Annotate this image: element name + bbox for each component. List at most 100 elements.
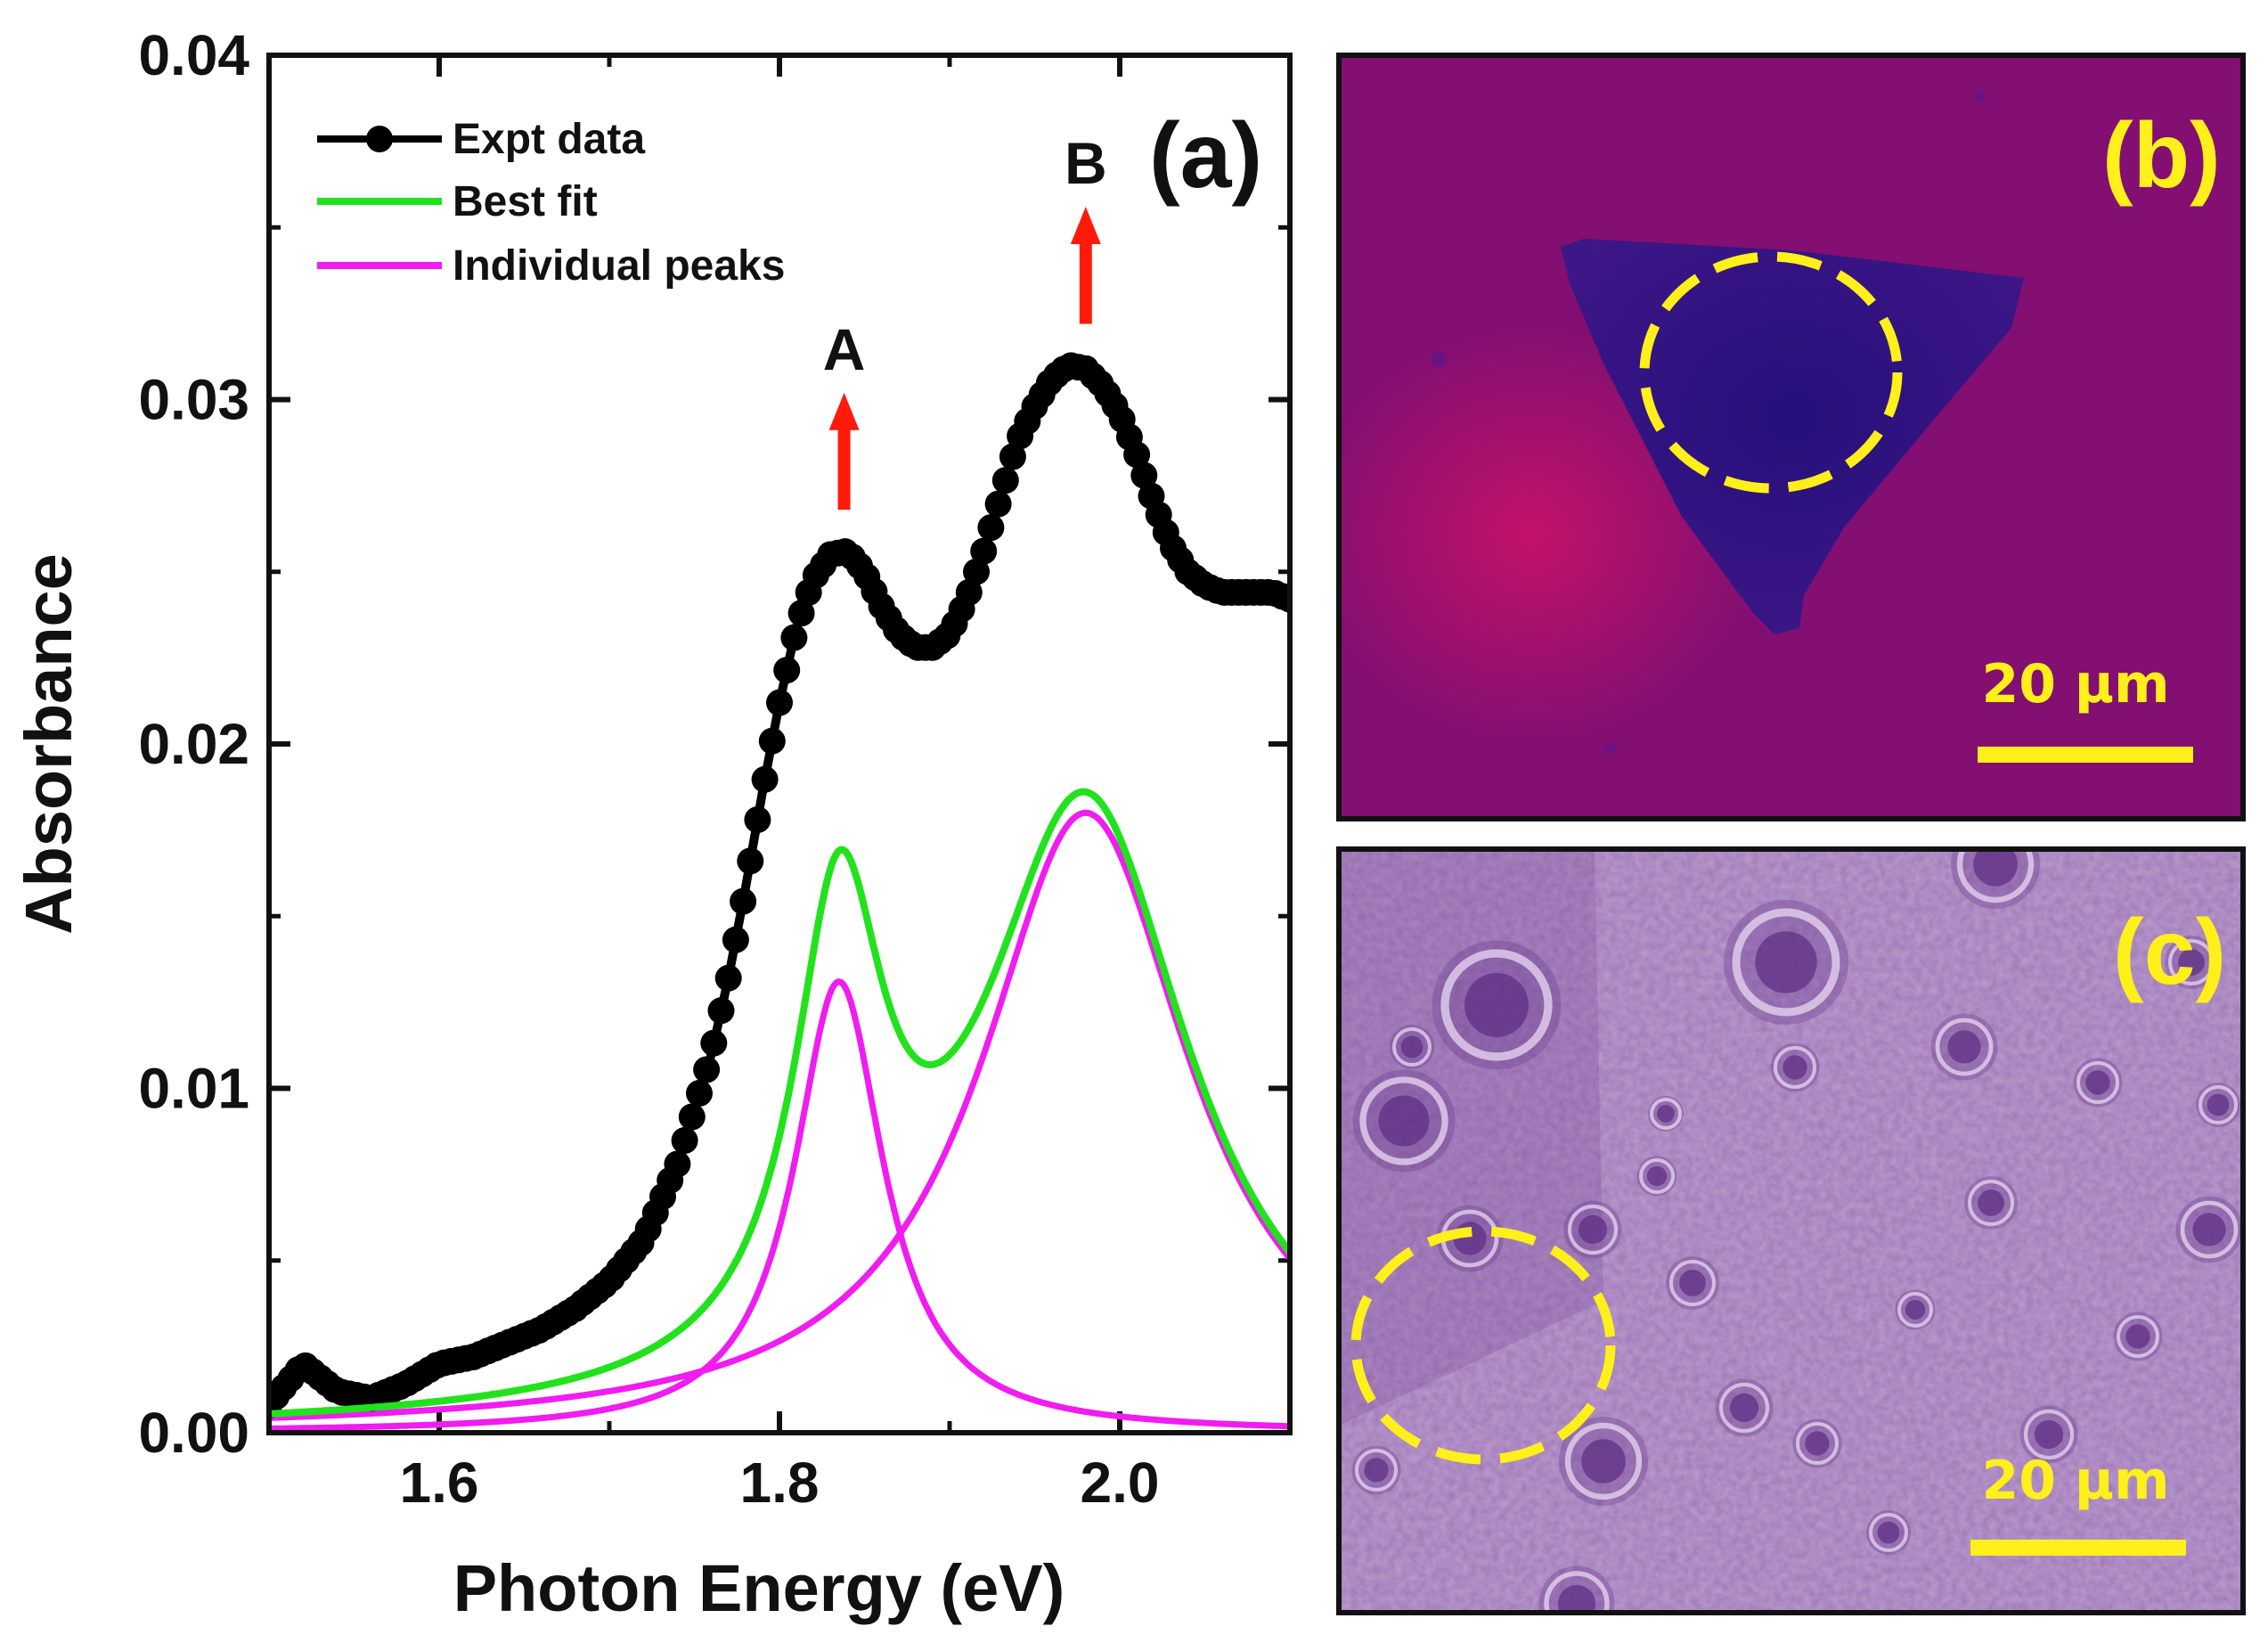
texture-bubble-ring bbox=[1718, 1382, 1770, 1434]
texture-bubble-ring bbox=[1968, 1180, 2014, 1226]
panel-b-highlight-circle bbox=[1639, 251, 1903, 494]
expt-data-point bbox=[722, 926, 749, 953]
texture-bubble-ring bbox=[1869, 1513, 1908, 1552]
texture-bubble-core bbox=[1364, 1458, 1389, 1483]
texture-bubble-core bbox=[1400, 1035, 1424, 1058]
peak-label-b: B bbox=[1065, 130, 1107, 196]
texture-bubble-ring bbox=[1359, 1076, 1448, 1165]
peak-annotations: A B bbox=[823, 130, 1107, 511]
legend: Expt data Best fit Individual peaks bbox=[317, 116, 785, 290]
x-tick-label: 1.8 bbox=[740, 1451, 820, 1515]
peak-label-a: A bbox=[823, 316, 866, 382]
x-tick-label: 1.6 bbox=[400, 1451, 479, 1515]
panel-b-frame bbox=[1336, 53, 2246, 821]
panel-a-absorbance-chart: 0.00 0.01 0.02 0.03 0.04 1.6 1.8 2.0 Photon Ene… bbox=[12, 23, 1293, 1625]
panel-label-b: (b) bbox=[2102, 104, 2221, 208]
texture-bubble-core bbox=[1755, 931, 1817, 993]
texture-bubble-ring bbox=[1544, 1571, 1610, 1613]
expt-data-point bbox=[999, 443, 1026, 470]
y-axis-title: Absorbance bbox=[12, 553, 86, 935]
expt-data-point bbox=[714, 964, 742, 992]
texture-bubble-ring bbox=[1796, 1422, 1839, 1465]
texture-bubble-core bbox=[1378, 1095, 1430, 1147]
expt-data-point bbox=[730, 887, 757, 915]
y-tick-label: 0.03 bbox=[138, 368, 249, 432]
expt-data-point bbox=[751, 765, 779, 793]
expt-data-point bbox=[758, 727, 786, 755]
texture-bubble-core bbox=[1729, 1393, 1759, 1423]
legend-marker-expt-data bbox=[366, 126, 393, 152]
y-tick-label: 0.01 bbox=[138, 1057, 249, 1121]
texture-bubble-ring bbox=[2180, 1200, 2239, 1259]
texture-bubble-core bbox=[2207, 1093, 2230, 1116]
texture-bubble-core bbox=[1646, 1165, 1668, 1187]
expt-data-point bbox=[955, 578, 983, 606]
expt-data-point bbox=[693, 1056, 721, 1083]
panel-b-scale-text: 20 µm bbox=[1981, 653, 2169, 715]
panel-c-optical-image: (c) 20 µm bbox=[1336, 846, 2246, 1615]
expt-data-point bbox=[671, 1127, 698, 1154]
texture-bubble-core bbox=[1973, 849, 2018, 887]
y-tick-label: 0.04 bbox=[138, 23, 249, 87]
legend-label-individual-peaks: Individual peaks bbox=[453, 242, 785, 290]
legend-label-expt-data: Expt data bbox=[453, 116, 645, 163]
expt-data-point bbox=[991, 467, 1019, 494]
panel-c-bubbles bbox=[1351, 849, 2243, 1613]
texture-bubble-ring bbox=[1669, 1260, 1716, 1306]
texture-bubble-ring bbox=[2117, 1315, 2159, 1358]
texture-bubble-core bbox=[1783, 1055, 1807, 1080]
panel-b-flake bbox=[1561, 239, 2024, 634]
expt-data-point bbox=[780, 624, 808, 651]
expt-data-point bbox=[970, 537, 998, 565]
texture-bubble-ring bbox=[1440, 949, 1553, 1061]
texture-bubble-ring bbox=[1897, 1292, 1933, 1328]
texture-bubble-ring bbox=[2168, 939, 2215, 985]
expt-data-point bbox=[700, 1029, 728, 1057]
plot-series bbox=[269, 352, 1290, 1432]
texture-bubble-ring bbox=[1639, 1158, 1675, 1194]
panel-b-scale-bar bbox=[1978, 747, 2193, 763]
texture-bubble-core bbox=[1657, 1105, 1675, 1123]
expt-data-point bbox=[737, 847, 764, 875]
texture-bubble-ring bbox=[1774, 1046, 1816, 1089]
expt-data-point bbox=[787, 600, 815, 627]
panel-b-speck bbox=[1973, 90, 1986, 102]
texture-bubble-ring bbox=[1392, 1027, 1432, 1067]
texture-bubble-core bbox=[2085, 1070, 2110, 1095]
plot-frame bbox=[266, 53, 1293, 1435]
texture-bubble-core bbox=[1679, 1270, 1706, 1296]
panel-c-dark-region bbox=[1339, 849, 1603, 1426]
texture-bubble-core bbox=[1978, 1189, 2004, 1216]
legend-entry-individual-peaks: Individual peaks bbox=[317, 242, 785, 290]
texture-bubble-ring bbox=[1650, 1098, 1682, 1130]
series-best-fit bbox=[269, 788, 1290, 1418]
panel-b-speck bbox=[1605, 743, 1616, 754]
expt-data-point bbox=[766, 689, 793, 716]
expt-data-point bbox=[1123, 441, 1151, 469]
legend-entry-best-fit: Best fit bbox=[317, 178, 598, 225]
x-tick-label: 2.0 bbox=[1081, 1451, 1160, 1515]
panel-c-frame bbox=[1336, 846, 2246, 1615]
texture-bubble-core bbox=[2192, 1213, 2226, 1246]
expt-data-point bbox=[686, 1080, 713, 1107]
texture-bubble-core bbox=[1905, 1299, 1926, 1320]
texture-bubble-core bbox=[1581, 1439, 1626, 1483]
panel-b-speck bbox=[1431, 351, 1447, 367]
texture-bubble-ring bbox=[1956, 849, 2035, 903]
texture-bubble-ring bbox=[2199, 1085, 2238, 1124]
expt-data-point bbox=[1277, 585, 1290, 613]
series-expt-data bbox=[269, 352, 1290, 1419]
expt-data-point bbox=[678, 1103, 706, 1131]
expt-data-point bbox=[773, 657, 801, 684]
expt-data-point bbox=[664, 1150, 691, 1178]
texture-bubble-ring bbox=[1732, 908, 1840, 1017]
panel-c-highlight-circle bbox=[1350, 1226, 1616, 1465]
texture-bubble-ring bbox=[1355, 1449, 1398, 1492]
series-individual-peak-a bbox=[269, 978, 1290, 1432]
panel-label-c: (c) bbox=[2113, 901, 2226, 1004]
legend-label-best-fit: Best fit bbox=[453, 178, 598, 225]
texture-bubble-ring bbox=[1564, 1422, 1643, 1500]
texture-bubble-core bbox=[1557, 1584, 1596, 1613]
texture-bubble-core bbox=[1877, 1521, 1900, 1544]
